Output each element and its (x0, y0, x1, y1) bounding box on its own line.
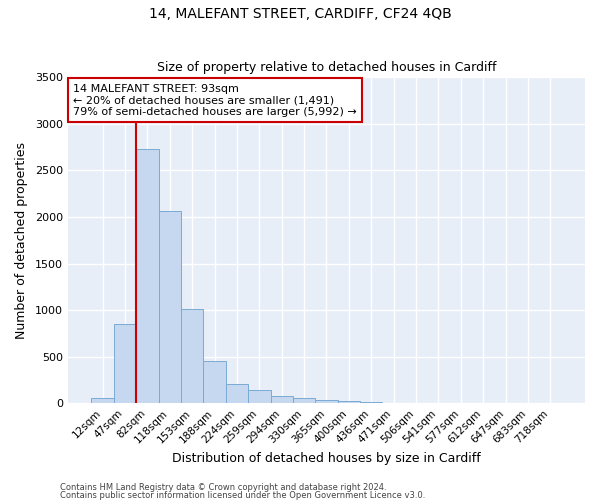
Text: 14, MALEFANT STREET, CARDIFF, CF24 4QB: 14, MALEFANT STREET, CARDIFF, CF24 4QB (149, 8, 451, 22)
Bar (248, 390, 271, 404)
Bar (226, 384, 248, 404)
Title: Size of property relative to detached houses in Cardiff: Size of property relative to detached ho… (157, 62, 496, 74)
Bar (91, 398, 114, 404)
Y-axis label: Number of detached properties: Number of detached properties (15, 142, 28, 338)
Bar (203, 362, 226, 404)
Bar (315, 400, 338, 404)
Bar (136, 149, 158, 404)
Bar (181, 309, 203, 404)
Text: Contains HM Land Registry data © Crown copyright and database right 2024.: Contains HM Land Registry data © Crown c… (60, 484, 386, 492)
Bar (158, 212, 181, 404)
Bar (338, 402, 360, 404)
Text: 14 MALEFANT STREET: 93sqm
← 20% of detached houses are smaller (1,491)
79% of se: 14 MALEFANT STREET: 93sqm ← 20% of detac… (73, 84, 357, 117)
Bar (360, 402, 382, 404)
Bar (293, 398, 315, 404)
Bar (114, 324, 136, 404)
Text: Contains public sector information licensed under the Open Government Licence v3: Contains public sector information licen… (60, 490, 425, 500)
Bar (271, 396, 293, 404)
X-axis label: Distribution of detached houses by size in Cardiff: Distribution of detached houses by size … (172, 452, 481, 465)
